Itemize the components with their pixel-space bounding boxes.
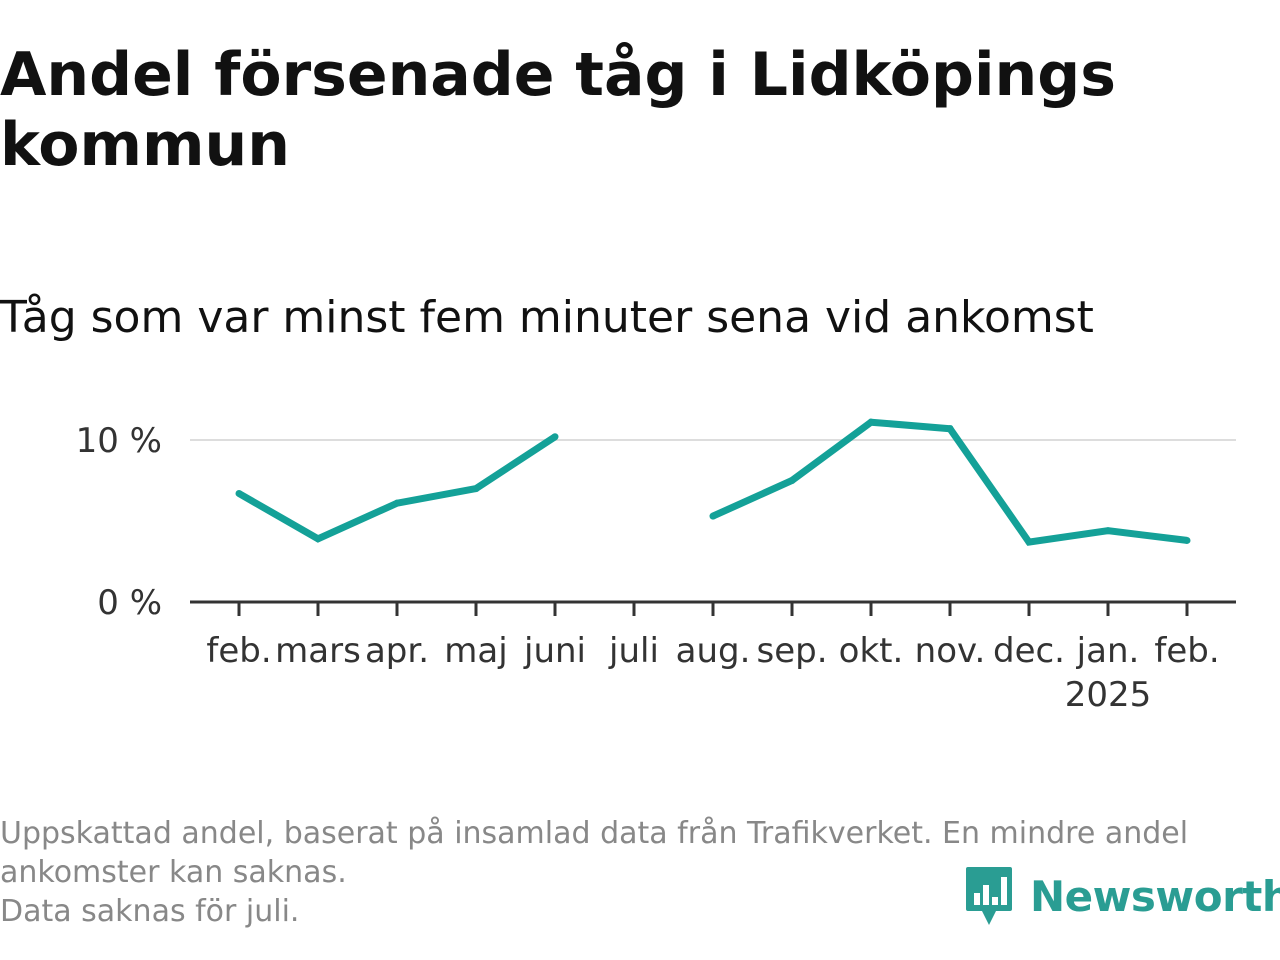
data-point [235,489,243,497]
x-tick-label: okt. [839,631,904,671]
x-tick-label: jan. [1076,631,1140,671]
data-point [314,535,322,543]
footnote-source: Uppskattad andel, baserat på insamlad da… [0,816,1189,890]
x-tick-label: feb. [1154,631,1219,671]
x-tick-label: mars [275,631,361,671]
x-tick-label: aug. [676,631,751,671]
brand-logo: Newsworthy [964,864,1280,928]
x-tick-label: maj [444,631,507,671]
x-tick-label: nov. [915,631,986,671]
x-tick-label: feb. [206,631,271,671]
newsworthy-logo-icon [966,867,1012,925]
x-tick-year-label: 2025 [1065,675,1152,715]
x-tick-label: sep. [756,631,827,671]
x-axis: feb. mars apr. maj juni juli aug. sep. okt. nov. d… [190,600,1236,715]
brand-name: Newsworthy [1030,871,1280,921]
data-point [709,512,717,520]
data-point [946,425,954,433]
x-tick-label: apr. [365,631,429,671]
line-chart: 0 %10 % feb. mars apr. maj juni juli aug. sep. o… [76,418,1236,715]
footnote: Uppskattad andel, baserat på insamlad da… [0,814,1260,931]
data-point [788,477,796,484]
data-point [867,418,875,426]
y-axis-ticks: 0 % 10 % [76,421,162,623]
series-line-segment [237,433,557,543]
x-tick-label: dec. [993,631,1065,671]
footnote-missing-data: Data saknas för juli. [0,894,300,929]
data-point [551,433,559,441]
data-point [1025,538,1033,546]
chart-title: Andel försenade tåg i Lidköpings kommun [0,40,1116,180]
y-tick-label: 10 % [76,421,162,461]
data-point [393,499,401,507]
data-point [1183,536,1191,544]
chart-subtitle: Tåg som var minst fem minuter sena vid a… [0,292,1094,343]
series-lines [235,418,1191,546]
x-tick-label: juli [608,631,659,671]
x-tick-label: juni [523,631,586,671]
y-tick-label: 0 % [97,583,162,623]
data-point [472,485,480,493]
data-point [1104,527,1112,535]
